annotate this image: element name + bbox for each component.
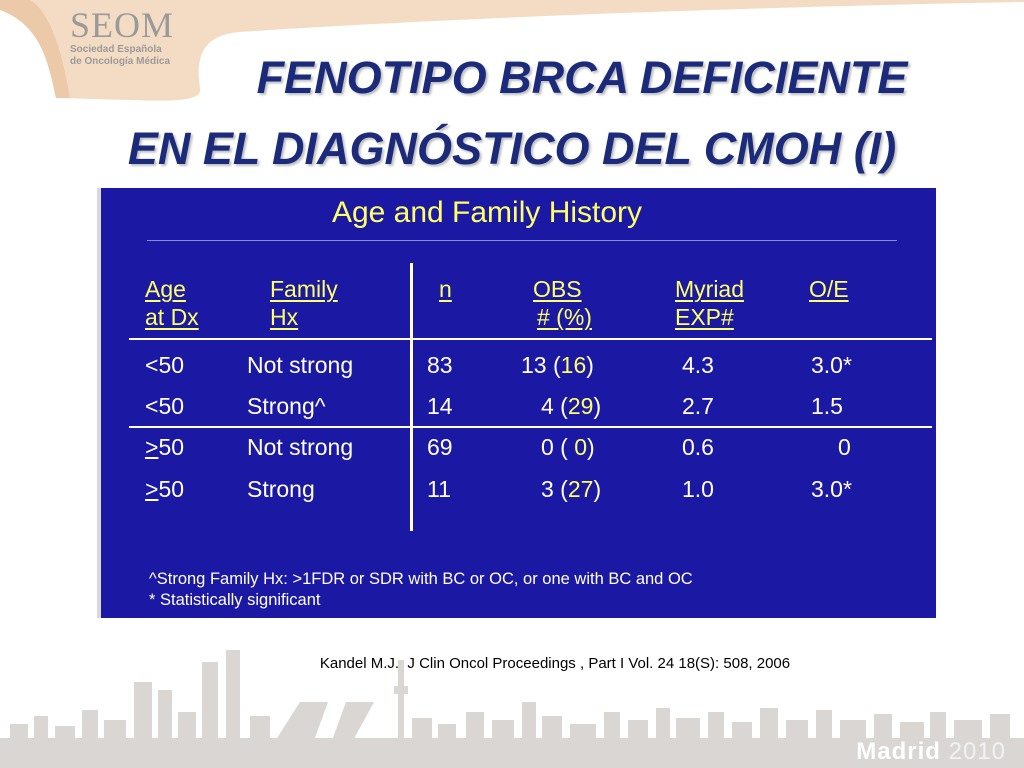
header-family-2: Hx — [270, 304, 299, 330]
madrid-2010-logo: Madrid 2010 — [856, 738, 1006, 766]
age-prefix: > — [145, 476, 159, 502]
family-value: Not strong — [247, 352, 354, 378]
seom-logo: SEOM Sociedad Española de Oncología Médi… — [70, 6, 174, 68]
slide-heading: Age and Family History — [331, 196, 643, 229]
slide-edge — [97, 188, 101, 618]
obs-percent: 29 — [567, 393, 594, 419]
header-obs-2: # (%) — [537, 304, 592, 330]
header-myriad-2: EXP# — [675, 304, 734, 330]
obs-value: 4 (29) — [541, 393, 602, 419]
column-divider — [410, 263, 413, 531]
expected-value: 2.7 — [682, 393, 714, 419]
age-prefix: < — [145, 352, 159, 378]
logo-subtitle-1: Sociedad Española — [70, 44, 162, 55]
age-prefix: < — [145, 393, 159, 419]
heading-divider — [147, 240, 897, 241]
footer-city: Madrid — [856, 738, 941, 765]
obs-percent: 0 — [567, 434, 588, 460]
header-obs-1: OBS — [533, 276, 582, 302]
expected-value: 1.0 — [682, 476, 714, 502]
family-value: Strong^ — [247, 393, 326, 419]
page-title-line2: EN EL DIAGNÓSTICO DEL CMOH (I) — [127, 123, 897, 174]
logo-subtitle-2: de Oncología Médica — [70, 56, 171, 67]
page-title-line1: FENOTIPO BRCA DEFICIENTE — [256, 52, 908, 103]
header-oe: O/E — [809, 276, 849, 302]
oe-value: 1.5 — [811, 393, 843, 419]
oe-value: 0 — [838, 434, 851, 460]
header-age-2: at Dx — [145, 304, 199, 330]
obs-value: 0 ( 0) — [541, 434, 595, 460]
n-value: 14 — [427, 393, 453, 419]
oe-value: 3.0* — [811, 352, 852, 378]
citation: Kandel M.J., J Clin Oncol Proceedings , … — [319, 655, 791, 672]
header-n: n — [439, 276, 452, 302]
obs-percent: 16 — [560, 352, 587, 378]
madrid-skyline-graphic — [0, 650, 1024, 768]
family-value: Not strong — [247, 434, 354, 460]
header-rule — [129, 338, 932, 340]
footnote-significant: * Statistically significant — [149, 591, 321, 609]
header-myriad-1: Myriad — [675, 276, 745, 302]
obs-percent: 27 — [567, 476, 594, 502]
age-prefix: > — [145, 434, 159, 460]
group-rule — [129, 426, 932, 428]
age-value: 50 — [158, 476, 185, 502]
expected-value: 0.6 — [682, 434, 714, 460]
logo-name: SEOM — [70, 5, 175, 45]
family-value: Strong — [247, 476, 315, 502]
footer-year: 2010 — [948, 738, 1006, 765]
age-value: 50 — [158, 352, 185, 378]
data-table-slide: Age and Family History Age at Dx Family … — [97, 188, 936, 618]
obs-value: 3 (27) — [541, 476, 602, 502]
header-age-1: Age — [145, 276, 186, 302]
age-value: 50 — [158, 393, 185, 419]
n-value: 83 — [427, 352, 453, 378]
obs-value: 13 (16) — [521, 352, 594, 378]
header-banner — [0, 0, 1024, 101]
oe-value: 3.0* — [811, 476, 852, 502]
n-value: 11 — [427, 476, 451, 502]
header-family-1: Family — [270, 276, 338, 302]
footnote-strong-family: ^Strong Family Hx: >1FDR or SDR with BC … — [149, 570, 693, 588]
expected-value: 4.3 — [682, 352, 714, 378]
age-value: 50 — [158, 434, 185, 460]
n-value: 69 — [427, 434, 453, 460]
